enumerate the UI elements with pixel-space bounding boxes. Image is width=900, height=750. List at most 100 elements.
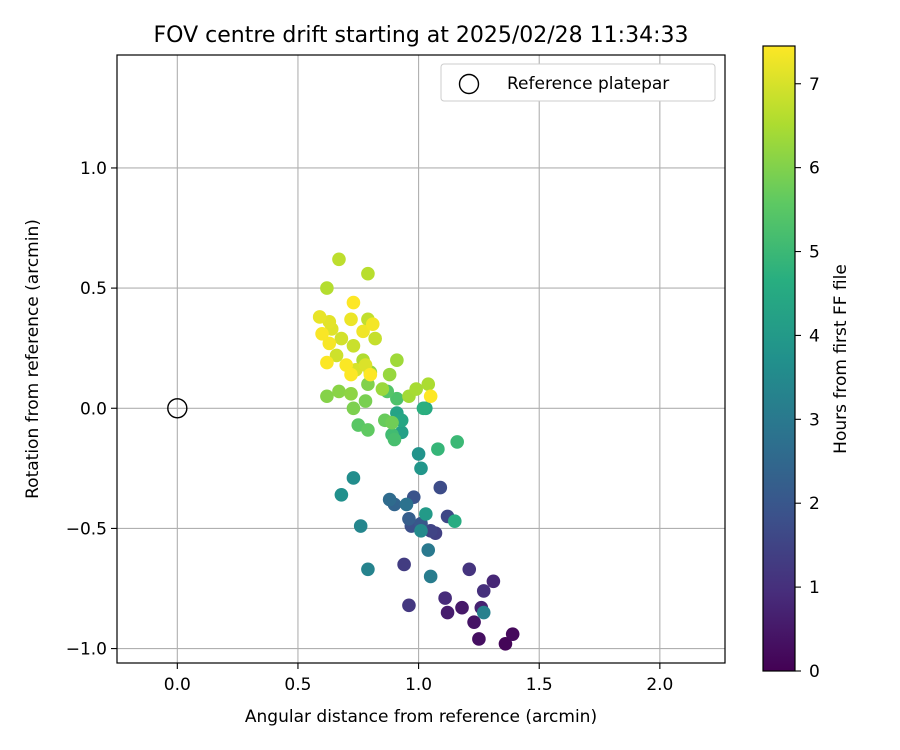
- colorbar: [762, 45, 796, 672]
- y-tick-label: −0.5: [66, 519, 107, 539]
- scatter-point: [440, 605, 455, 620]
- scatter-point: [358, 394, 373, 408]
- scatter-point: [419, 507, 433, 521]
- y-axis-label: Rotation from reference (arcmin): [23, 219, 43, 499]
- scatter-point: [402, 512, 416, 526]
- scatter-point: [498, 636, 513, 651]
- legend-entry-reference-platepar: Reference platepar: [507, 74, 669, 94]
- scatter-point: [361, 423, 375, 437]
- scatter-point: [411, 447, 426, 461]
- scatter-point: [361, 266, 375, 281]
- scatter-point: [476, 584, 491, 598]
- scatter-point: [346, 471, 361, 485]
- scatter-point: [346, 401, 361, 416]
- scatter-point: [414, 524, 428, 538]
- scatter-point: [505, 627, 520, 641]
- scatter-point: [450, 435, 464, 449]
- scatter-point: [368, 331, 382, 346]
- y-tick-label: 1.0: [80, 159, 107, 179]
- scatter-point: [346, 295, 361, 310]
- scatter-point: [414, 461, 428, 476]
- y-tick-label: −1.0: [66, 640, 107, 660]
- scatter-point: [431, 442, 445, 456]
- colorbar-tick-label: 0: [809, 662, 820, 682]
- colorbar-ticks: 0 1 2 3 4 5 6 7: [795, 75, 820, 682]
- legend-marker-icon: [458, 73, 480, 95]
- scatter-point: [382, 492, 397, 507]
- data-points: [312, 252, 520, 651]
- scatter-point: [320, 389, 334, 404]
- y-tick-label: 0.0: [80, 399, 107, 419]
- reference-platepar-marker: [167, 398, 188, 419]
- x-tick-label: 2.0: [646, 675, 673, 695]
- scatter-point: [455, 600, 469, 615]
- scatter-point: [399, 497, 414, 512]
- scatter-point: [416, 401, 431, 416]
- scatter-point: [447, 514, 462, 529]
- x-tick-label: 1.0: [405, 675, 432, 695]
- scatter-point: [356, 324, 370, 339]
- colorbar-tick-label: 1: [809, 578, 820, 598]
- scatter-point: [421, 377, 436, 392]
- scatter-point: [334, 487, 349, 502]
- scatter-point: [476, 605, 491, 620]
- scatter-point: [390, 353, 404, 368]
- scatter-point: [421, 543, 436, 557]
- scatter-point: [344, 367, 358, 382]
- scatter-point: [467, 615, 481, 629]
- scatter-point: [486, 574, 501, 589]
- scatter-point: [344, 312, 358, 327]
- scatter-point: [344, 387, 358, 401]
- scatter-point: [402, 598, 416, 613]
- scatter-point: [329, 348, 344, 363]
- colorbar-tick-label: 5: [809, 243, 820, 263]
- scatter-point: [385, 415, 399, 430]
- scatter-point: [334, 331, 349, 346]
- scatter-point: [397, 557, 411, 572]
- colorbar-tick-label: 3: [809, 410, 820, 430]
- scatter-point: [346, 338, 361, 353]
- scatter-point: [423, 389, 438, 404]
- scatter-point: [312, 310, 327, 324]
- scatter-point: [438, 591, 452, 605]
- scatter-point: [332, 384, 346, 399]
- scatter-point: [322, 336, 337, 351]
- scatter-point: [353, 519, 368, 533]
- colorbar-tick-label: 7: [809, 75, 820, 95]
- scatter-point: [332, 252, 346, 267]
- colorbar-label: Hours from first FF file: [831, 264, 851, 454]
- scatter-point: [387, 432, 402, 447]
- scatter-point: [423, 569, 438, 584]
- x-tick-label: 0.0: [164, 675, 191, 695]
- scatter-point: [433, 480, 448, 495]
- scatter-point: [320, 355, 334, 370]
- scatter-point: [462, 562, 477, 577]
- scatter-point: [365, 317, 380, 331]
- scatter-point: [472, 632, 486, 646]
- chart-title: FOV centre drift starting at 2025/02/28 …: [154, 23, 689, 48]
- legend-box: [440, 63, 716, 102]
- x-tick-label: 0.5: [284, 675, 311, 695]
- scatter-point: [409, 382, 423, 396]
- colorbar-tick-label: 6: [809, 159, 820, 179]
- scatter-point: [315, 326, 329, 341]
- colorbar-tick-label: 2: [809, 494, 820, 514]
- grid-lines: [117, 55, 725, 663]
- y-tick-label: 0.5: [80, 279, 107, 299]
- scatter-point: [375, 382, 390, 396]
- scatter-point: [390, 391, 404, 406]
- x-axis-label: Angular distance from reference (arcmin): [245, 707, 597, 727]
- scatter-point: [423, 524, 438, 538]
- scatter-point: [382, 367, 397, 382]
- y-axis-ticks: −1.0 −0.5 0.0 0.5 1.0: [66, 159, 117, 660]
- x-axis-ticks: 0.0 0.5 1.0 1.5 2.0: [164, 663, 673, 695]
- plot-frame: [116, 54, 726, 664]
- colorbar-tick-label: 4: [809, 326, 820, 346]
- scatter-point: [320, 281, 334, 295]
- scatter-point: [361, 562, 375, 577]
- x-tick-label: 1.5: [526, 675, 553, 695]
- legend: Reference platepar: [440, 63, 716, 102]
- scatter-point: [363, 367, 378, 382]
